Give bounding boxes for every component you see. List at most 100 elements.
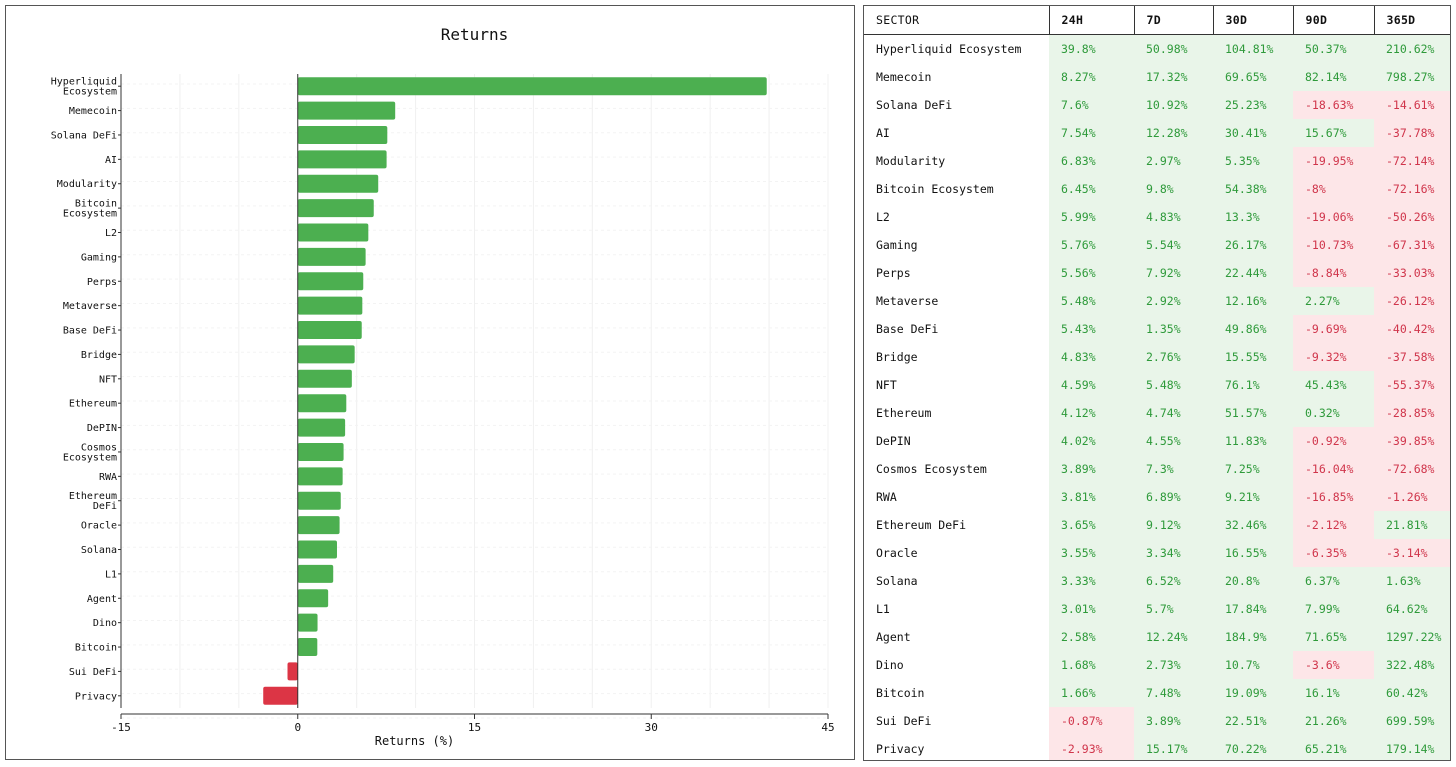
table-row: Privacy -2.93% 15.17% 70.22% 65.21% 179.14% [864, 735, 1450, 760]
bar-nft [297, 369, 352, 388]
bar-oracle [297, 516, 340, 535]
returns-table: SECTOR 24H 7D 30D 90D 365D Hyperliquid Ecosys… [864, 6, 1450, 760]
return-cell: 22.44% [1213, 259, 1293, 287]
return-cell: 5.54% [1134, 231, 1213, 259]
bar-ethereum [297, 394, 347, 413]
return-cell: -39.85% [1374, 427, 1450, 455]
return-cell: -19.06% [1293, 203, 1374, 231]
return-cell: 4.12% [1049, 399, 1134, 427]
bar-solana [297, 540, 337, 559]
category-label: Ethereum DeFi [69, 491, 117, 512]
return-cell: -28.85% [1374, 399, 1450, 427]
return-cell: -50.26% [1374, 203, 1450, 231]
return-cell: -0.87% [1049, 707, 1134, 735]
bar-solana-defi [297, 125, 388, 144]
table-row: DePIN 4.02% 4.55% 11.83% -0.92% -39.85% [864, 427, 1450, 455]
category-label: Solana [81, 545, 117, 556]
return-cell: 30.41% [1213, 119, 1293, 147]
return-cell: 26.17% [1213, 231, 1293, 259]
return-cell: 6.89% [1134, 483, 1213, 511]
return-cell: -55.37% [1374, 371, 1450, 399]
return-cell: -67.31% [1374, 231, 1450, 259]
return-cell: 2.76% [1134, 343, 1213, 371]
sector-cell: Ethereum DeFi [876, 518, 967, 532]
return-cell: 16.1% [1293, 679, 1374, 707]
category-label: Ethereum [69, 399, 117, 410]
table-row: Solana 3.33% 6.52% 20.8% 6.37% 1.63% [864, 567, 1450, 595]
return-cell: 21.26% [1293, 707, 1374, 735]
table-row: Modularity 6.83% 2.97% 5.35% -19.95% -72.14% [864, 147, 1450, 175]
sector-cell: NFT [876, 378, 897, 392]
return-cell: -37.58% [1374, 343, 1450, 371]
column-header: 7D [1133, 6, 1213, 35]
return-cell: 179.14% [1374, 735, 1450, 760]
return-cell: 22.51% [1213, 707, 1293, 735]
category-label: AI [105, 155, 117, 166]
table-row: Base DeFi 5.43% 1.35% 49.86% -9.69% -40.42% [864, 315, 1450, 343]
return-cell: -26.12% [1374, 287, 1450, 315]
return-cell: 4.83% [1049, 343, 1134, 371]
return-cell: 6.45% [1049, 175, 1134, 203]
category-label: Bitcoin [75, 643, 117, 654]
table-row: Cosmos Ecosystem 3.89% 7.3% 7.25% -16.04% -72… [864, 455, 1450, 483]
return-cell: 9.8% [1134, 175, 1213, 203]
return-cell: 21.81% [1374, 511, 1450, 539]
return-cell: 1.63% [1374, 567, 1450, 595]
bar-l1 [297, 564, 334, 583]
return-cell: 5.48% [1134, 371, 1213, 399]
return-cell: 32.46% [1213, 511, 1293, 539]
sector-cell: Bitcoin Ecosystem [876, 182, 994, 196]
return-cell: 184.9% [1213, 623, 1293, 651]
return-cell: 5.7% [1134, 595, 1213, 623]
return-cell: 50.37% [1293, 34, 1374, 63]
return-cell: 7.3% [1134, 455, 1213, 483]
return-cell: -9.32% [1293, 343, 1374, 371]
return-cell: -10.73% [1293, 231, 1374, 259]
bar-metaverse [297, 296, 363, 315]
return-cell: 12.16% [1213, 287, 1293, 315]
return-cell: 69.65% [1213, 63, 1293, 91]
sector-cell: Oracle [876, 546, 918, 560]
bar-bridge [297, 345, 355, 364]
bar-cosmos-ecosystem [297, 442, 344, 461]
return-cell: 3.55% [1049, 539, 1134, 567]
sector-cell: Modularity [876, 154, 946, 168]
bar-perps [297, 272, 364, 291]
table-row: Bitcoin 1.66% 7.48% 19.09% 16.1% 60.42% [864, 679, 1450, 707]
return-cell: 1.35% [1134, 315, 1213, 343]
return-cell: -8% [1293, 175, 1374, 203]
bar-dino [297, 613, 318, 632]
table-row: Dino 1.68% 2.73% 10.7% -3.6% 322.48% [864, 651, 1450, 679]
category-label: Solana DeFi [51, 130, 117, 141]
column-header: 90D [1292, 6, 1374, 35]
return-cell: 25.23% [1213, 91, 1293, 119]
category-label: Cosmos Ecosystem [63, 442, 117, 463]
bar-agent [297, 589, 329, 608]
return-cell: 7.25% [1213, 455, 1293, 483]
return-cell: 3.33% [1049, 567, 1134, 595]
return-cell: 1.66% [1049, 679, 1134, 707]
table-row: Bitcoin Ecosystem 6.45% 9.8% 54.38% -8% -72.1… [864, 175, 1450, 203]
sector-cell: Sui DeFi [876, 714, 932, 728]
bar-l2 [297, 223, 369, 242]
return-cell: -0.92% [1293, 427, 1374, 455]
category-label: Modularity [57, 179, 117, 190]
sector-cell: L1 [876, 602, 890, 616]
category-label: RWA [99, 472, 117, 483]
table-row: Memecoin 8.27% 17.32% 69.65% 82.14% 798.27% [864, 63, 1450, 91]
return-cell: 3.01% [1049, 595, 1134, 623]
sector-cell: Ethereum [876, 406, 932, 420]
category-label: Sui DeFi [69, 667, 117, 678]
return-cell: 4.55% [1134, 427, 1213, 455]
return-cell: 76.1% [1213, 371, 1293, 399]
return-cell: 82.14% [1293, 63, 1374, 91]
sector-cell: Bitcoin [876, 686, 925, 700]
table-row: Perps 5.56% 7.92% 22.44% -8.84% -33.03% [864, 259, 1450, 287]
table-row: Sui DeFi -0.87% 3.89% 22.51% 21.26% 699.59% [864, 707, 1450, 735]
return-cell: 4.83% [1134, 203, 1213, 231]
return-cell: 5.35% [1213, 147, 1293, 175]
return-cell: 65.21% [1293, 735, 1374, 760]
category-label: DePIN [87, 423, 117, 434]
return-cell: 6.83% [1049, 147, 1134, 175]
x-tick-label: 45 [821, 721, 834, 734]
